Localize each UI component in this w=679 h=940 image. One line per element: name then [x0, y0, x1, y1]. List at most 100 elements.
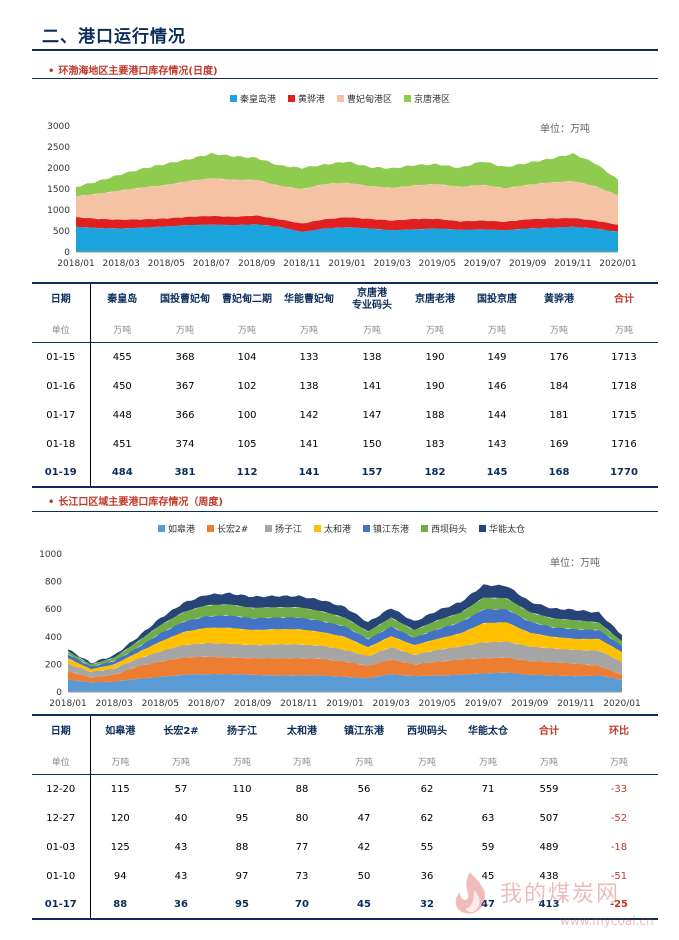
table-cell: 01-03 — [32, 833, 91, 862]
table-cell: 150 — [362, 439, 382, 450]
table-cell: 36 — [150, 891, 212, 920]
table-cell: 63 — [481, 813, 495, 824]
table-cell: -25 — [580, 891, 658, 920]
table-cell: 88 — [272, 774, 332, 804]
legend-swatch — [230, 95, 237, 102]
unit-row: 单位 万吨 万吨 万吨 万吨 万吨 万吨 万吨 万吨 万吨 — [32, 316, 658, 343]
table-cell: 507 — [539, 813, 559, 824]
table-cell: 40 — [174, 813, 188, 824]
section2-title-text: 长江口区域主要港口库存情况（周度) — [58, 497, 223, 508]
unit-cell: 单位 — [32, 316, 91, 343]
table-cell: 455 — [90, 342, 154, 372]
table-cell: 01-19 — [32, 459, 91, 488]
table-cell: -51 — [610, 871, 628, 882]
area-series-3 — [76, 152, 618, 197]
unit-cell: 万吨 — [362, 325, 381, 336]
bullet-icon: • — [48, 66, 55, 77]
legend-swatch — [265, 525, 272, 532]
table-cell: 71 — [458, 774, 518, 804]
column-header: 如皋港 — [90, 714, 150, 748]
table-cell: 115 — [90, 774, 150, 804]
section2-rule — [32, 511, 658, 512]
column-header: 日期 — [32, 282, 91, 316]
table-cell: 47 — [458, 891, 518, 920]
table-cell: 169 — [549, 439, 569, 450]
legend-item: 镇江东港 — [363, 523, 409, 535]
table-cell: 1718 — [611, 381, 637, 392]
table-cell: 484 — [90, 459, 154, 488]
x-tick-label: 2018/07 — [188, 699, 225, 709]
unit-cell: 万吨 — [539, 757, 558, 768]
unit-cell: 万吨 — [478, 757, 497, 768]
bullet-icon: • — [48, 497, 55, 508]
table-cell: 62 — [420, 813, 434, 824]
unit-label: 单位：万吨 — [540, 122, 590, 135]
unit-cell: 万吨 — [299, 325, 318, 336]
legend-label: 秦皇岛港 — [240, 93, 276, 105]
table-cell: 62 — [396, 774, 458, 804]
x-tick-label: 2019/01 — [328, 259, 365, 269]
legend-label: 黄骅港 — [298, 93, 325, 105]
column-header: 合计 — [518, 714, 580, 748]
unit-cell: 万吨 — [175, 325, 194, 336]
watermark-url: www.mycoal.cn — [560, 914, 654, 928]
legend-label: 华能太仓 — [489, 523, 525, 535]
area-series-1 — [68, 656, 622, 683]
x-tick-label: 2018/11 — [280, 699, 317, 709]
table-cell: 146 — [487, 381, 507, 392]
column-header: 秦皇岛 — [90, 282, 154, 316]
table-cell: 55 — [420, 842, 434, 853]
unit-cell: 万吨 — [354, 757, 373, 768]
table-cell: 104 — [216, 342, 278, 372]
table-cell: 1770 — [590, 459, 658, 488]
legend-item: 西坝码头 — [421, 524, 467, 535]
title-rule — [32, 49, 658, 51]
table-cell: 141 — [362, 381, 382, 392]
x-tick-label: 2019/05 — [419, 699, 456, 709]
table-row: 01-15 455 368 104 133 138 190 149 176 1713 — [32, 342, 658, 372]
table-cell: 190 — [425, 381, 445, 392]
table-cell: 88 — [90, 891, 150, 920]
x-tick-label: 2020/01 — [599, 259, 636, 269]
column-header: 曹妃甸二期 — [216, 282, 278, 316]
table-cell: 144 — [487, 410, 507, 421]
table-cell: 184 — [549, 381, 569, 392]
unit-cell: 万吨 — [292, 757, 311, 768]
table-cell: 181 — [549, 410, 569, 421]
table-cell: 145 — [466, 459, 528, 488]
x-tick-label: 2019/11 — [557, 699, 594, 709]
area-series-1 — [76, 215, 618, 232]
column-header: 京唐港 专业码头 — [340, 282, 404, 316]
section1-title: • 环渤海地区主要港口库存情况(日度) — [48, 62, 218, 77]
table-cell: 448 — [112, 410, 132, 421]
column-header: 黄骅港 — [528, 282, 590, 316]
y-tick-label: 200 — [45, 660, 62, 670]
table-row: 01-18 451 374 105 141 150 183 143 169 1716 — [32, 430, 658, 459]
x-tick-label: 2018/03 — [102, 259, 139, 269]
y-tick-label: 2500 — [47, 143, 70, 153]
unit-cell: 万吨 — [614, 325, 633, 336]
legend-label: 太和港 — [324, 523, 351, 535]
legend-item: 太和港 — [314, 523, 351, 535]
table-yangtze-inventory: 日期 如皋港 长宏2# 扬子江 太和港 镇江东港 西坝码头 华能太仓 合计 环比 单位 万吨 万吨 万吨 万… — [32, 714, 658, 920]
table-cell: 157 — [340, 459, 404, 488]
table-cell: 142 — [299, 410, 319, 421]
table-cell: 374 — [175, 439, 195, 450]
x-tick-label: 2019/11 — [554, 259, 591, 269]
unit-cell: 万吨 — [425, 325, 444, 336]
column-header: 国投曹妃甸 — [154, 282, 216, 316]
table-cell: 12-20 — [32, 774, 91, 804]
table-cell: 97 — [235, 871, 249, 882]
table-cell: 95 — [235, 813, 249, 824]
table-cell: 88 — [235, 842, 249, 853]
table-cell: 147 — [362, 410, 382, 421]
table-cell: 32 — [396, 891, 458, 920]
y-tick-label: 600 — [45, 605, 62, 615]
y-tick-label: 800 — [45, 578, 62, 588]
x-tick-label: 2018/05 — [148, 259, 185, 269]
table-cell: -33 — [580, 774, 658, 804]
table-cell: 149 — [466, 342, 528, 372]
y-tick-label: 1000 — [47, 206, 70, 216]
table-bohai-inventory: 日期 秦皇岛 国投曹妃甸 曹妃甸二期 华能曹妃甸 京唐港 专业码头 京唐老港 国投京唐 黄骅港合… — [32, 282, 658, 488]
